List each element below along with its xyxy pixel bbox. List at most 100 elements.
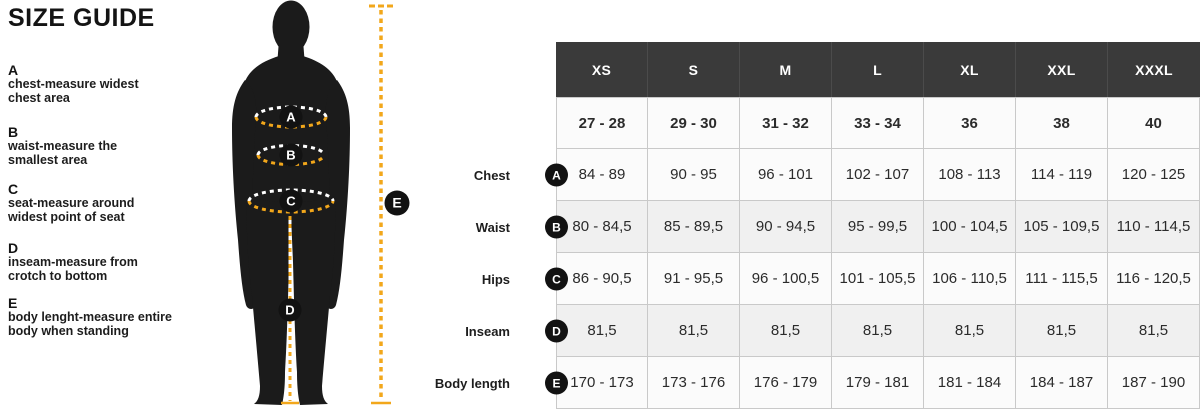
chest-value: 96 - 101 [740,149,832,201]
column-header-s: S [648,42,740,97]
legend-item-c: C seat-measure around widest point of se… [8,181,198,224]
legend-text: seat-measure around [8,196,135,210]
chest-value: 102 - 107 [832,149,924,201]
column-header-xs: XS [556,42,648,97]
chest-value: 90 - 95 [648,149,740,201]
chest-value: 114 - 119 [1016,149,1108,201]
waist-value: 95 - 99,5 [832,201,924,253]
waist-value: 100 - 104,5 [924,201,1016,253]
hips-value: 101 - 105,5 [832,253,924,305]
column-header-xxl: XXL [1016,42,1108,97]
legend-letter: B [8,124,19,140]
figure-badge-a: A [279,105,303,129]
waist-value: 110 - 114,5 [1108,201,1200,253]
legend-text: smallest area [8,152,88,167]
row-label-text: Waist [475,219,510,235]
svg-text:C: C [286,194,296,209]
hips-value: 116 - 120,5 [1108,253,1200,305]
inseam-value: 81,5 [556,305,648,357]
man-silhouette [232,0,350,405]
numeric-size-cell: 38 [1016,97,1108,149]
waist-value: 85 - 89,5 [648,201,740,253]
figure-badge-c: C [279,189,303,213]
hips-value: 86 - 90,5 [556,253,648,305]
body-length-measure-line [369,4,393,405]
legend-text: chest-measure widest [8,77,139,91]
hips-value: 111 - 115,5 [1016,253,1108,305]
column-header-xl: XL [924,42,1016,97]
figure-badge-e: E [384,190,410,216]
legend-text: crotch to bottom [8,268,108,283]
row-label-body-length: Body length E [426,357,568,409]
legend-letter: C [8,181,19,197]
inseam-value: 81,5 [740,305,832,357]
body-length-value: 181 - 184 [924,357,1016,409]
legend-text: body lenght-measure entire [8,310,172,324]
column-header-xxxl: XXXL [1108,42,1200,97]
column-header-m: M [740,42,832,97]
row-label-text: Hips [481,271,510,287]
row-label-text: Inseam [465,323,510,339]
legend-letter: A [8,62,19,78]
seat-line-front [247,200,335,214]
chest-value: 84 - 89 [556,149,648,201]
hips-value: 91 - 95,5 [648,253,740,305]
row-label-text: Chest [473,167,510,183]
legend-item-a: A chest-measure widest chest area [8,62,198,105]
numeric-size-cell: 33 - 34 [832,97,924,149]
svg-text:E: E [392,195,401,211]
body-measurement-figure: A B C D E [232,0,410,405]
figure-badge-d: D [278,298,302,322]
legend-letter: E [8,295,18,311]
chest-value: 120 - 125 [1108,149,1200,201]
chest-value: 108 - 113 [924,149,1016,201]
numeric-size-cell: 31 - 32 [740,97,832,149]
size-table: XS S M L XL XXL XXXL 27 - 28 29 - 30 31 … [426,42,1200,409]
legend-letter: D [8,240,19,256]
row-label-hips: Hips C [426,253,568,305]
legend-text: body when standing [8,323,129,338]
legend-text: widest point of seat [8,209,125,224]
legend-item-b: B waist-measure the smallest area [8,124,198,167]
body-length-value: 173 - 176 [648,357,740,409]
legend-text: chest area [8,90,70,105]
waist-value: 80 - 84,5 [556,201,648,253]
row-badge-d: D [545,319,568,343]
numeric-size-cell: 27 - 28 [556,97,648,149]
body-length-value: 179 - 181 [832,357,924,409]
body-length-value: 176 - 179 [740,357,832,409]
row-label-text: Body length [434,375,510,391]
inseam-value: 81,5 [832,305,924,357]
row-badge-e: E [545,371,568,395]
row-badge-a: A [545,163,568,187]
row-label-inseam: Inseam D [426,305,568,357]
legend-item-e: E body lenght-measure entire body when s… [8,295,198,338]
legend-text: waist-measure the [8,139,118,153]
hips-value: 96 - 100,5 [740,253,832,305]
waist-value: 90 - 94,5 [740,201,832,253]
numeric-size-cell: 29 - 30 [648,97,740,149]
page-title: SIZE GUIDE [8,4,155,32]
inseam-value: 81,5 [648,305,740,357]
row-label-spacer [426,97,556,149]
svg-text:B: B [286,148,295,163]
inseam-value: 81,5 [1016,305,1108,357]
body-length-value: 170 - 173 [556,357,648,409]
row-label-waist: Waist B [426,201,568,253]
table-corner [426,42,556,97]
numeric-size-cell: 40 [1108,97,1200,149]
legend-item-d: D inseam-measure from crotch to bottom [8,240,198,283]
legend-text: inseam-measure from [8,255,138,269]
svg-text:A: A [286,110,296,125]
waist-value: 105 - 109,5 [1016,201,1108,253]
hips-value: 106 - 110,5 [924,253,1016,305]
body-length-value: 187 - 190 [1108,357,1200,409]
inseam-value: 81,5 [1108,305,1200,357]
row-label-chest: Chest A [426,149,568,201]
numeric-size-cell: 36 [924,97,1016,149]
column-header-l: L [832,42,924,97]
inseam-value: 81,5 [924,305,1016,357]
figure-badge-b: B [279,143,303,167]
row-badge-b: B [545,215,568,239]
